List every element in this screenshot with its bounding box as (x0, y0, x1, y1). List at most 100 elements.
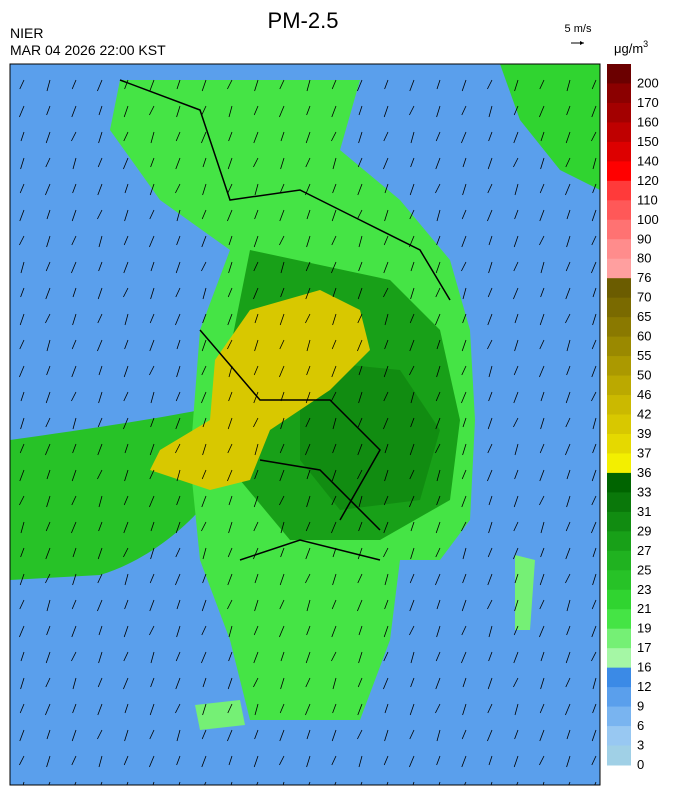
wind-arrow (513, 651, 519, 664)
wind-arrow (383, 651, 389, 662)
wind-arrow (513, 495, 519, 508)
wind-arrow (72, 287, 77, 298)
wind-arrow (253, 105, 259, 116)
wind-arrow (19, 495, 25, 506)
wind-arrow (565, 651, 571, 664)
wind-arrow (254, 313, 259, 324)
wind-arrow (20, 677, 25, 690)
wind-arrow (202, 703, 207, 716)
wind-arrow (540, 261, 545, 274)
wind-arrow (384, 469, 389, 482)
wind-arrow (98, 625, 103, 636)
wind-arrow (591, 209, 597, 222)
wind-arrow (176, 625, 181, 638)
wind-arrow (539, 729, 545, 742)
wind-arrow (488, 625, 493, 638)
wind-arrow (279, 365, 285, 378)
wind-arrow (97, 677, 103, 688)
wind-arrow (253, 131, 259, 144)
wind-arrow (228, 495, 233, 506)
wind-arrow (566, 469, 571, 480)
wind-arrow (487, 157, 493, 170)
wind-arrow (306, 729, 311, 740)
wind-arrow (331, 235, 337, 246)
wind-arrow (98, 131, 103, 144)
colorbar-segment (607, 570, 631, 591)
wind-arrow (46, 469, 51, 480)
wind-arrow (539, 79, 545, 90)
wind-arrow (514, 443, 519, 456)
wind-arrow (202, 573, 207, 584)
wind-arrow (123, 677, 129, 690)
wind-arrow (253, 521, 259, 532)
wind-arrow (331, 261, 337, 274)
wind-arrow (45, 443, 51, 456)
wind-arrow (409, 79, 415, 92)
wind-arrow (383, 677, 389, 690)
wind-arrow (149, 235, 155, 248)
wind-arrow (591, 625, 597, 638)
wind-arrow (540, 547, 545, 558)
wind-arrow (513, 547, 519, 560)
wind-arrow (202, 157, 207, 168)
wind-arrow (514, 209, 519, 220)
wind-arrow (306, 235, 311, 248)
wind-arrow (383, 157, 389, 170)
wind-arrow (332, 547, 337, 558)
wind-arrow (150, 417, 155, 428)
wind-arrow (46, 209, 51, 220)
colorbar-label: 50 (637, 368, 651, 383)
wind-arrow (409, 313, 415, 324)
wind-arrow (539, 625, 545, 638)
wind-arrow (461, 651, 467, 664)
wind-arrow (514, 599, 519, 612)
wind-arrow (100, 781, 103, 785)
wind-arrow (19, 573, 25, 586)
colorbar-label: 140 (637, 153, 659, 168)
wind-arrow (19, 729, 25, 742)
unit-superscript: 3 (643, 39, 648, 49)
colorbar-segment (607, 453, 631, 474)
wind-arrow (20, 131, 25, 142)
wind-arrow (227, 547, 233, 558)
wind-arrow (487, 209, 493, 222)
wind-arrow (280, 521, 285, 534)
wind-arrow (592, 287, 597, 298)
wind-arrow (175, 417, 181, 430)
wind-arrow (331, 105, 337, 118)
wind-arrow (175, 573, 181, 586)
wind-arrow (46, 729, 51, 740)
wind-arrow (410, 677, 415, 688)
colorbar-segment (607, 531, 631, 552)
wind-arrow (228, 235, 233, 246)
wind-arrow (331, 651, 337, 662)
wind-arrow (176, 495, 181, 506)
wind-arrow (513, 157, 519, 168)
wind-arrow (383, 287, 389, 298)
wind-arrow (358, 625, 363, 636)
wind-arrow (540, 391, 545, 402)
wind-arrow (98, 261, 103, 272)
wind-arrow (435, 261, 441, 274)
wind-arrow (410, 287, 415, 300)
wind-arrow (410, 417, 415, 428)
wind-arrow (332, 183, 337, 194)
wind-arrow (383, 755, 389, 766)
wind-arrow (71, 235, 77, 246)
wind-arrow (513, 235, 519, 248)
colorbar-segment (607, 589, 631, 610)
wind-arrow (358, 131, 363, 144)
wind-arrow (358, 105, 363, 116)
colorbar-label: 37 (637, 445, 651, 460)
wind-arrow (19, 469, 25, 482)
wind-arrow (71, 599, 77, 610)
wind-arrow (410, 651, 415, 664)
wind-arrow (409, 339, 415, 352)
colorbar-label: 120 (637, 173, 659, 188)
wind-arrow (175, 261, 181, 274)
wind-arrow (254, 443, 259, 456)
wind-arrow (280, 287, 285, 298)
wind-arrow (71, 365, 77, 378)
wind-arrow (565, 313, 571, 324)
